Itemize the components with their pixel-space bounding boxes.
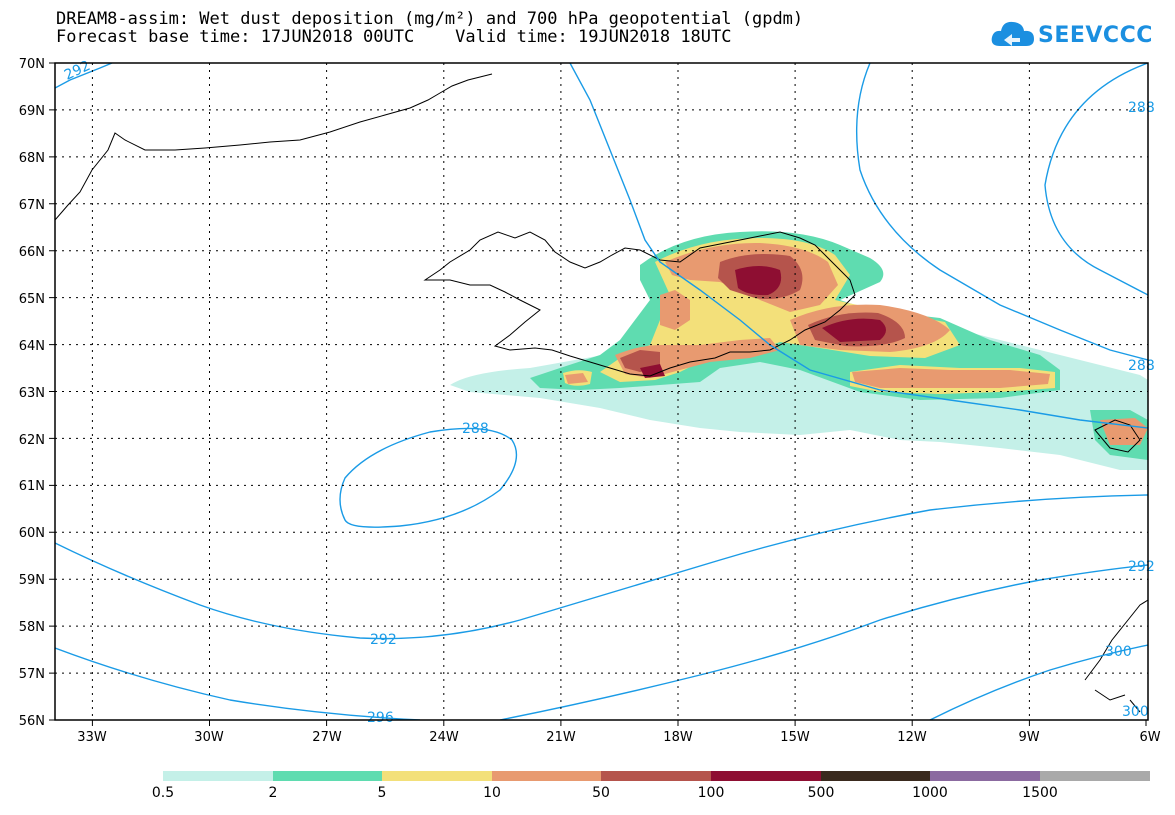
lon-label: 6W [1139,730,1160,745]
colorbar-segment-3 [492,771,601,781]
lat-label: 66N [19,245,45,260]
latitude-labels: 70N 69N 68N 67N 66N 65N 64N 63N 62N 61N … [19,57,45,729]
lon-label: 18W [663,730,693,745]
coastlines [55,73,1148,713]
contour-label: 292 [62,58,93,84]
lat-label: 58N [19,620,45,635]
lat-label: 64N [19,339,45,354]
colorbar-segment-0 [163,771,273,781]
colorbar-segment-1 [273,771,382,781]
lat-label: 70N [19,57,45,72]
colorbar-label: 50 [592,785,610,801]
lon-label: 24W [429,730,459,745]
colorbar-segment-6 [821,771,930,781]
colorbar-label: 2 [268,785,278,801]
axis-ticks [49,62,1147,726]
geopotential-contours [55,63,1148,720]
contour-label: 300 [1122,704,1149,720]
map-title-line2: Forecast base time: 17JUN2018 00UTC Vali… [56,27,732,47]
contour-label: 296 [367,710,394,726]
contour-label: 288 [1128,358,1155,374]
colorbar-label: 5 [377,785,387,801]
contour-label: 300 [1105,644,1132,660]
lat-label: 62N [19,433,45,448]
lat-label: 67N [19,198,45,213]
colorbar-segment-8 [1040,771,1150,781]
lat-label: 65N [19,292,45,307]
lon-label: 9W [1018,730,1039,745]
colorbar-label: 1000 [912,785,948,801]
contour-label: 288 [462,421,489,437]
colorbar-label: 100 [697,785,725,801]
dotted-grid [55,63,1148,720]
lat-label: 60N [19,526,45,541]
lon-label: 12W [897,730,927,745]
longitude-labels: 33W 30W 27W 24W 21W 18W 15W 12W 9W 6W [77,730,1160,745]
cloud-icon [991,21,1034,46]
lat-label: 61N [19,479,45,494]
colorbar-segment-2 [382,771,492,781]
lon-label: 33W [77,730,107,745]
lat-label: 57N [19,667,45,682]
lat-label: 68N [19,151,45,166]
lat-label: 59N [19,573,45,588]
colorbar-segment-4 [601,771,711,781]
lon-label: 15W [780,730,810,745]
lon-label: 30W [194,730,224,745]
contour-label: 288 [1128,100,1155,116]
contour-label: 292 [370,632,397,648]
contour-label: 292 [1128,559,1155,575]
colorbar-segment-7 [930,771,1040,781]
seevccc-logo: SEEVCCC [990,18,1155,58]
lon-label: 27W [312,730,342,745]
colorbar-label: 1500 [1022,785,1058,801]
colorbar-segment-5 [711,771,821,781]
colorbar-label: 0.5 [151,785,175,801]
lat-label: 63N [19,386,45,401]
logo-text: SEEVCCC [1038,23,1153,48]
colorbar [163,771,1150,781]
map-title-line1: DREAM8-assim: Wet dust deposition (mg/m²… [56,9,804,29]
lat-label: 69N [19,104,45,119]
colorbar-label: 500 [807,785,835,801]
lon-label: 21W [546,730,576,745]
colorbar-label: 10 [483,785,501,801]
lat-label: 56N [19,714,45,729]
